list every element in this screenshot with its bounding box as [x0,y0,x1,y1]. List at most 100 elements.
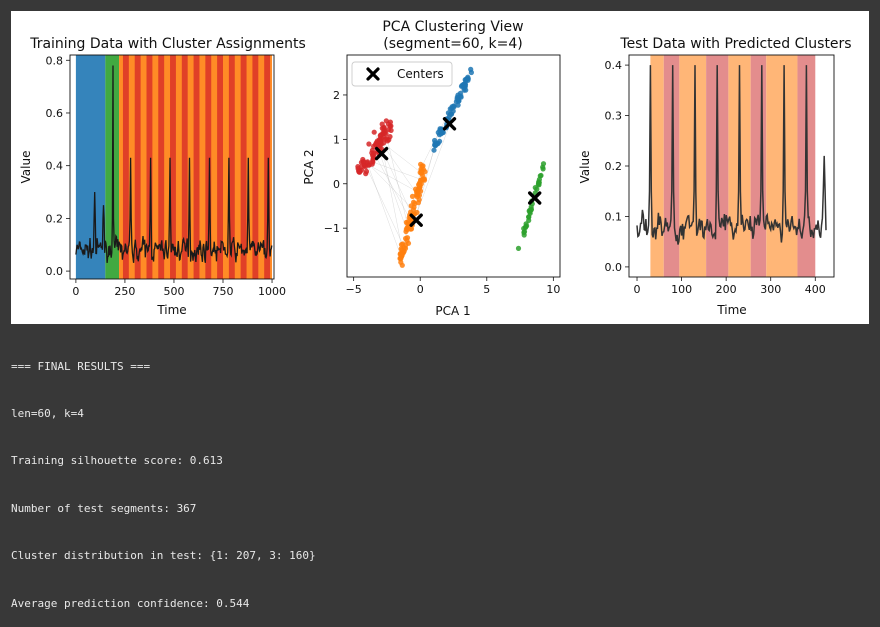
pca-point [522,232,527,237]
pca-point [410,194,415,199]
test-cluster-band [766,55,797,277]
pca-ytick-label: 2 [333,89,340,102]
pca-xtick-label: −5 [346,283,362,296]
pca-point [465,76,470,81]
pca-chart: PCA Clustering View (segment=60, k=4) Ce… [302,19,560,318]
pca-points [355,67,546,268]
figure-canvas: Training Data with Cluster Assignments 0… [11,11,869,324]
pca-point [537,180,542,185]
pca-point [416,182,421,187]
training-cluster-stripe [217,55,223,279]
training-ytick-label: 0.2 [46,212,64,225]
test-cluster-band [679,55,706,277]
pca-ytick-label: 1 [333,133,340,146]
pca-point [372,152,377,157]
test-xtick-label: 100 [671,283,692,296]
pca-point [357,170,362,175]
test-xlabel: Time [716,303,746,317]
results-output: === FINAL RESULTS === len=60, k=4 Traini… [11,327,871,627]
pca-point [534,187,539,192]
pca-point [361,159,366,164]
pca-point [526,218,531,223]
output-line: === FINAL RESULTS === [11,359,871,375]
pca-point [364,169,369,174]
test-ylabel: Value [578,151,592,184]
test-cluster-band [751,55,767,277]
pca-point [524,223,529,228]
training-xtick-label: 750 [213,285,234,298]
test-y-ticks: 0.0 0.1 0.2 0.3 0.4 [605,59,630,274]
pca-point [448,112,453,117]
pca-point [372,130,377,135]
pca-point [436,130,441,135]
output-line: Training silhouette score: 0.613 [11,453,871,469]
pca-chart-title: PCA Clustering View [382,19,523,35]
pca-point [468,67,473,72]
pca-xtick-label: 0 [417,283,424,296]
pca-point [381,125,386,130]
pca-point [431,148,436,153]
pca-point [378,132,383,137]
pca-legend: Centers [352,62,452,86]
pca-point [432,138,437,143]
test-ytick-label: 0.3 [605,110,623,123]
pca-point [403,229,408,234]
test-ytick-label: 0.4 [605,59,623,72]
training-ytick-label: 0.6 [46,107,64,120]
pca-ylabel: PCA 2 [302,149,316,184]
training-chart: Training Data with Cluster Assignments 0… [19,36,306,317]
pca-point [462,83,467,88]
pca-ytick-label: 0 [333,178,340,191]
pca-point [355,164,360,169]
pca-point [450,104,455,109]
pca-point [373,142,378,147]
pca-point [416,200,421,205]
training-ylabel: Value [19,151,33,184]
pca-point [419,164,424,169]
test-xtick-label: 400 [805,283,826,296]
test-ytick-label: 0.0 [605,261,623,274]
pca-point [370,159,375,164]
pca-point [397,256,402,261]
training-chart-title: Training Data with Cluster Assignments [29,36,306,52]
test-ytick-label: 0.1 [605,210,623,223]
training-ytick-label: 0.0 [46,265,64,278]
pca-plot-frame [347,55,560,277]
pca-point [418,178,423,183]
output-line: Number of test segments: 367 [11,501,871,517]
training-xtick-label: 1000 [258,285,286,298]
pca-point [406,241,411,246]
pca-point [541,166,546,171]
pca-point [399,246,404,251]
pca-point [400,263,405,268]
test-cluster-band [650,55,663,277]
output-line: Average prediction confidence: 0.544 [11,596,871,612]
pca-xlabel: PCA 1 [435,304,470,318]
pca-chart-subtitle: (segment=60, k=4) [383,36,523,52]
training-xtick-label: 250 [114,285,135,298]
pca-y-ticks: −1 0 1 2 [324,89,347,235]
pca-point [378,139,383,144]
pca-point [403,246,408,251]
test-xtick-label: 200 [716,283,737,296]
figure: Training Data with Cluster Assignments 0… [11,11,869,324]
test-ytick-label: 0.2 [605,160,623,173]
training-xlabel: Time [156,303,186,317]
test-xtick-label: 0 [634,283,641,296]
pca-trajectory [367,163,400,254]
pca-point [419,171,424,176]
pca-point [386,121,391,126]
pca-xtick-label: 10 [546,283,560,296]
test-xtick-label: 300 [760,283,781,296]
pca-point [538,173,543,178]
pca-point [363,164,368,169]
pca-ytick-label: −1 [324,222,340,235]
test-x-ticks: 0 100 200 300 400 [634,277,826,296]
training-ytick-label: 0.4 [46,160,64,173]
training-xtick-label: 500 [163,285,184,298]
pca-point [528,211,533,216]
pca-point [415,192,420,197]
